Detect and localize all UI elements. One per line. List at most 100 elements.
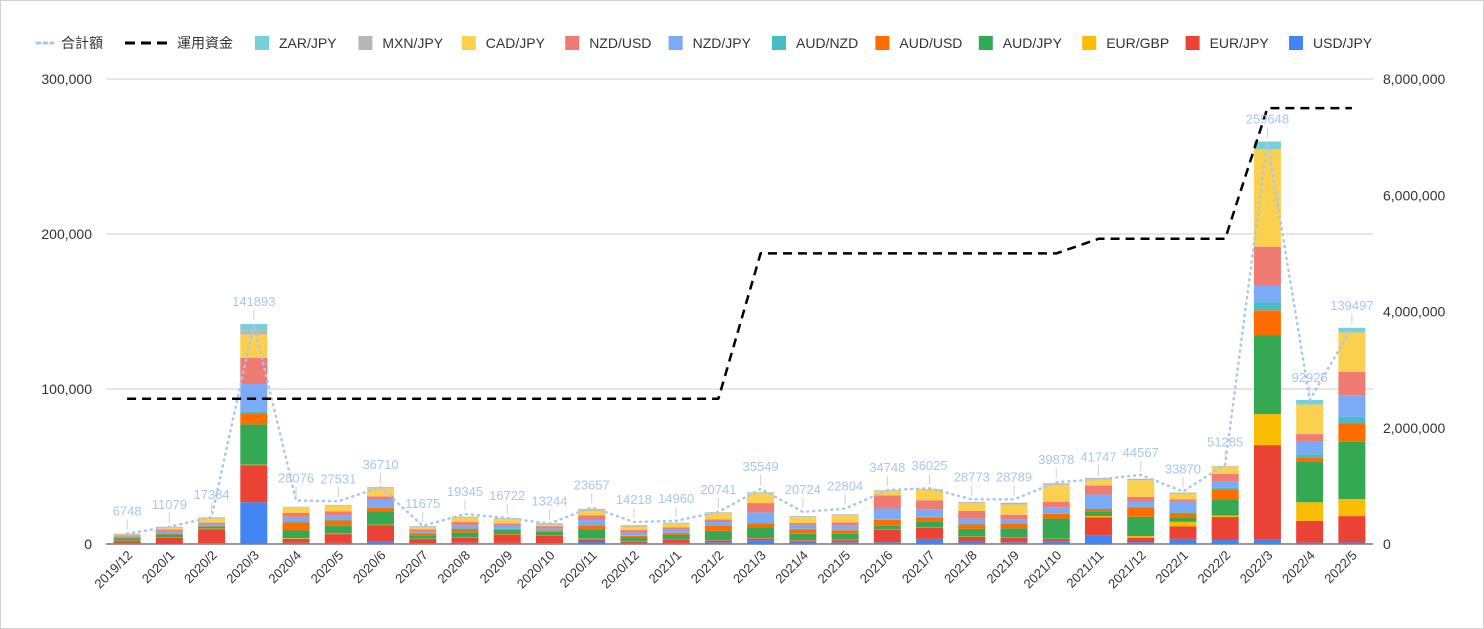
bar-usd-jpy bbox=[704, 542, 732, 544]
x-tick-label: 2020/3 bbox=[223, 548, 262, 587]
bar-mxn-jpy bbox=[620, 525, 648, 527]
bar-cad-jpy bbox=[1338, 332, 1366, 372]
bar-nzd-usd bbox=[198, 522, 226, 525]
bar-aud-nzd bbox=[367, 507, 395, 509]
bar-aud-usd bbox=[662, 533, 690, 536]
legend-item-eur-gbp: EUR/GBP bbox=[1082, 35, 1169, 51]
bar-nzd-usd bbox=[1253, 246, 1281, 286]
bar-eur-jpy bbox=[409, 539, 437, 544]
bar-nzd-jpy bbox=[1253, 285, 1281, 303]
legend-swatch bbox=[875, 36, 890, 50]
bar-nzd-jpy bbox=[1042, 507, 1070, 514]
bar-aud-jpy bbox=[1338, 441, 1366, 500]
total-data-label: 28773 bbox=[954, 469, 990, 484]
bar-aud-jpy bbox=[1169, 517, 1197, 522]
bar-cad-jpy bbox=[1211, 466, 1239, 474]
bar-cad-jpy bbox=[747, 493, 775, 504]
bar-cad-jpy bbox=[240, 334, 268, 358]
bar-mxn-jpy bbox=[662, 522, 690, 524]
x-tick-label: 2020/10 bbox=[514, 548, 558, 592]
x-tick-label: 2021/8 bbox=[941, 548, 980, 587]
bar-eur-gbp bbox=[1084, 515, 1112, 518]
bar-cad-jpy bbox=[789, 517, 817, 523]
bar-eur-jpy bbox=[493, 534, 521, 543]
bar-nzd-usd bbox=[367, 496, 395, 500]
bar-eur-jpy bbox=[789, 540, 817, 542]
bar-usd-jpy bbox=[958, 541, 986, 544]
bar-aud-nzd bbox=[747, 522, 775, 524]
bar-usd-jpy bbox=[409, 543, 437, 544]
bar-nzd-usd bbox=[789, 522, 817, 525]
total-data-label: 23657 bbox=[574, 477, 610, 492]
bar-usd-jpy bbox=[831, 542, 859, 544]
legend-swatch bbox=[565, 36, 580, 50]
bar-eur-gbp bbox=[1127, 536, 1155, 538]
right-tick-label: 8,000,000 bbox=[1383, 71, 1445, 87]
bar-cad-jpy bbox=[198, 518, 226, 523]
bar-usd-jpy bbox=[113, 543, 141, 544]
bar-aud-nzd bbox=[1169, 512, 1197, 513]
bar-aud-nzd bbox=[1296, 454, 1324, 458]
bar-usd-jpy bbox=[578, 541, 606, 544]
bar-mxn-jpy bbox=[789, 516, 817, 518]
bar-usd-jpy bbox=[1000, 542, 1028, 544]
legend-label: AUD/JPY bbox=[1003, 35, 1063, 51]
bar-cad-jpy bbox=[282, 507, 310, 513]
legend-label: AUD/USD bbox=[899, 35, 962, 51]
bar-cad-jpy bbox=[578, 510, 606, 516]
bar-cad-jpy bbox=[535, 524, 563, 527]
bar-nzd-jpy bbox=[831, 525, 859, 530]
bar-eur-jpy bbox=[367, 525, 395, 542]
total-data-label: 20741 bbox=[700, 482, 736, 497]
right-tick-label: 4,000,000 bbox=[1383, 304, 1445, 320]
bar-aud-jpy bbox=[1084, 511, 1112, 516]
bar-zar-jpy bbox=[1296, 399, 1324, 405]
x-tick-label: 2020/5 bbox=[308, 548, 347, 587]
bar-aud-nzd bbox=[282, 521, 310, 523]
bar-usd-jpy bbox=[1296, 542, 1324, 544]
bar-eur-jpy bbox=[451, 537, 479, 543]
bar-aud-jpy bbox=[282, 530, 310, 539]
legend-item-eur-jpy: EUR/JPY bbox=[1185, 35, 1269, 51]
bar-nzd-jpy bbox=[1084, 494, 1112, 509]
x-tick-label: 2021/5 bbox=[814, 548, 853, 587]
bar-nzd-jpy bbox=[535, 528, 563, 530]
bar-nzd-jpy bbox=[282, 516, 310, 522]
bar-eur-jpy bbox=[620, 541, 648, 544]
bar-eur-jpy bbox=[704, 540, 732, 543]
bar-eur-jpy bbox=[1127, 537, 1155, 543]
legend-item-aud-jpy: AUD/JPY bbox=[978, 35, 1063, 51]
legend-item-nzd-jpy: NZD/JPY bbox=[668, 35, 752, 51]
total-data-label: 33870 bbox=[1165, 462, 1201, 477]
bar-aud-usd bbox=[578, 525, 606, 530]
bar-aud-jpy bbox=[1253, 335, 1281, 415]
bar-nzd-jpy bbox=[451, 525, 479, 529]
total-data-label: 36710 bbox=[362, 457, 398, 472]
bar-usd-jpy bbox=[662, 542, 690, 544]
legend-label: MXN/JPY bbox=[382, 35, 443, 51]
bar-cad-jpy bbox=[620, 526, 648, 531]
bar-aud-usd bbox=[367, 508, 395, 512]
bar-cad-jpy bbox=[1296, 404, 1324, 435]
bar-eur-jpy bbox=[662, 539, 690, 543]
bar-eur-jpy bbox=[1042, 539, 1070, 542]
right-tick-label: 6,000,000 bbox=[1383, 187, 1445, 203]
bar-eur-jpy bbox=[198, 529, 226, 544]
bar-nzd-jpy bbox=[789, 524, 817, 529]
bar-cad-jpy bbox=[324, 505, 352, 512]
legend-item-zar-jpy: ZAR/JPY bbox=[255, 35, 337, 51]
total-data-label: 11079 bbox=[152, 497, 187, 512]
bar-usd-jpy bbox=[367, 541, 395, 544]
bar-usd-jpy bbox=[535, 543, 563, 544]
bar-usd-jpy bbox=[620, 543, 648, 544]
bar-aud-jpy bbox=[662, 535, 690, 540]
bar-nzd-usd bbox=[662, 527, 690, 530]
bar-mxn-jpy bbox=[831, 514, 859, 516]
bar-aud-jpy bbox=[578, 529, 606, 539]
legend-label: NZD/USD bbox=[589, 35, 651, 51]
bar-usd-jpy bbox=[789, 541, 817, 544]
bar-aud-usd bbox=[789, 529, 817, 534]
bar-aud-usd bbox=[1338, 423, 1366, 442]
bar-usd-jpy bbox=[240, 502, 268, 544]
total-data-label: 39878 bbox=[1038, 452, 1074, 467]
